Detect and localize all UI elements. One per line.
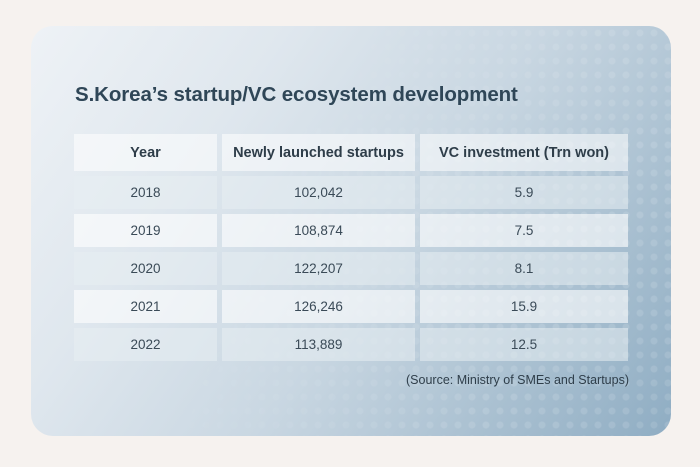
table-row: 2019 108,874 7.5: [74, 214, 628, 247]
year-cell: 2021: [74, 290, 217, 323]
startups-cell: 102,042: [222, 176, 415, 209]
infographic-card: S.Korea’s startup/VC ecosystem developme…: [31, 26, 671, 436]
table-row: 2018 102,042 5.9: [74, 176, 628, 209]
vc-investment-cell: 8.1: [420, 252, 628, 285]
table-title: S.Korea’s startup/VC ecosystem developme…: [75, 83, 518, 106]
startups-cell: 126,246: [222, 290, 415, 323]
table-row: 2020 122,207 8.1: [74, 252, 628, 285]
year-cell: 2022: [74, 328, 217, 361]
table-row: 2021 126,246 15.9: [74, 290, 628, 323]
year-cell: 2020: [74, 252, 217, 285]
startups-cell: 122,207: [222, 252, 415, 285]
startups-cell: 108,874: [222, 214, 415, 247]
header-startups: Newly launched startups: [222, 134, 415, 171]
vc-investment-cell: 5.9: [420, 176, 628, 209]
vc-investment-cell: 15.9: [420, 290, 628, 323]
header-year: Year: [74, 134, 217, 171]
header-vc-investment: VC investment (Trn won): [420, 134, 628, 171]
source-note: (Source: Ministry of SMEs and Startups): [406, 373, 629, 387]
vc-investment-cell: 12.5: [420, 328, 628, 361]
table-header-row: Year Newly launched startups VC investme…: [74, 134, 628, 171]
year-cell: 2019: [74, 214, 217, 247]
data-table: Year Newly launched startups VC investme…: [74, 134, 628, 366]
startups-cell: 113,889: [222, 328, 415, 361]
vc-investment-cell: 7.5: [420, 214, 628, 247]
year-cell: 2018: [74, 176, 217, 209]
table-row: 2022 113,889 12.5: [74, 328, 628, 361]
